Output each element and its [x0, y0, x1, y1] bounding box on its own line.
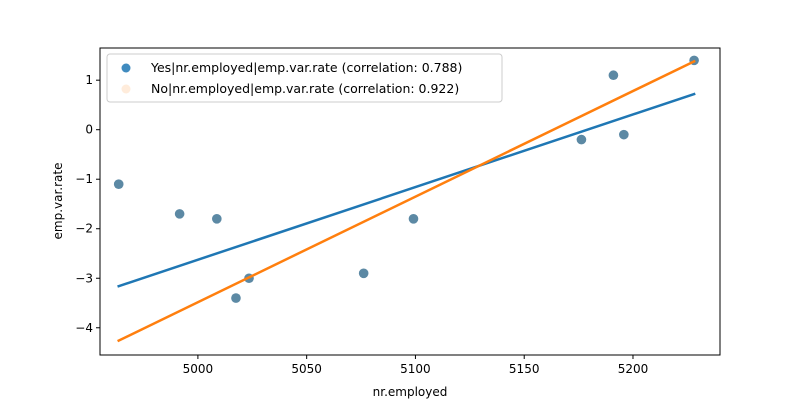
data-point-no — [212, 214, 222, 224]
data-point-yes — [408, 214, 419, 224]
x-tick-label: 5050 — [291, 362, 322, 376]
legend: Yes|nr.employed|emp.var.rate (correlatio… — [106, 53, 503, 103]
plot-frame — [99, 47, 721, 356]
data-point-yes — [358, 268, 369, 279]
data-point-no — [231, 293, 241, 303]
x-tick-label: 5150 — [509, 362, 540, 376]
fit-line-no — [117, 59, 696, 343]
data-point-yes — [174, 209, 185, 219]
legend-box — [106, 53, 503, 103]
fit-layer — [117, 59, 696, 343]
y-tick-label: −4 — [75, 321, 93, 335]
data-point-no — [174, 209, 185, 219]
x-axis-label: nr.employed — [373, 385, 448, 399]
x-tick-label: 5200 — [618, 362, 649, 376]
legend-label-yes: Yes|nr.employed|emp.var.rate (correlatio… — [150, 60, 462, 75]
legend-label-no: No|nr.employed|emp.var.rate (correlation… — [151, 81, 459, 96]
data-point-no — [358, 268, 369, 279]
data-point-yes — [576, 134, 587, 145]
data-point-no — [608, 70, 619, 81]
x-tick-label: 5000 — [183, 362, 214, 376]
data-point-no — [113, 179, 124, 189]
y-axis-label: emp.var.rate — [51, 163, 65, 240]
data-point-yes — [608, 70, 619, 81]
y-tick-label: 0 — [85, 123, 93, 137]
data-point-yes — [619, 129, 629, 140]
data-point-no — [576, 134, 587, 145]
data-point-yes — [113, 179, 124, 189]
data-point-yes — [212, 214, 222, 224]
data-point-no — [619, 129, 629, 140]
series-layer — [113, 55, 699, 303]
data-point-yes — [231, 293, 241, 303]
data-point-no — [408, 214, 419, 224]
legend-marker-no — [121, 84, 131, 94]
legend-marker-yes — [121, 63, 131, 73]
y-axis-ticks: −4 −3 −2 −1 0 1 — [75, 73, 100, 335]
y-tick-label: −2 — [75, 222, 93, 236]
x-tick-label: 5100 — [400, 362, 431, 376]
x-axis-ticks: 5000 5050 5100 5150 5200 — [183, 355, 649, 376]
fit-line-yes — [117, 92, 696, 288]
y-tick-label: −1 — [75, 172, 93, 186]
y-tick-label: 1 — [85, 73, 93, 87]
y-tick-label: −3 — [75, 271, 93, 285]
